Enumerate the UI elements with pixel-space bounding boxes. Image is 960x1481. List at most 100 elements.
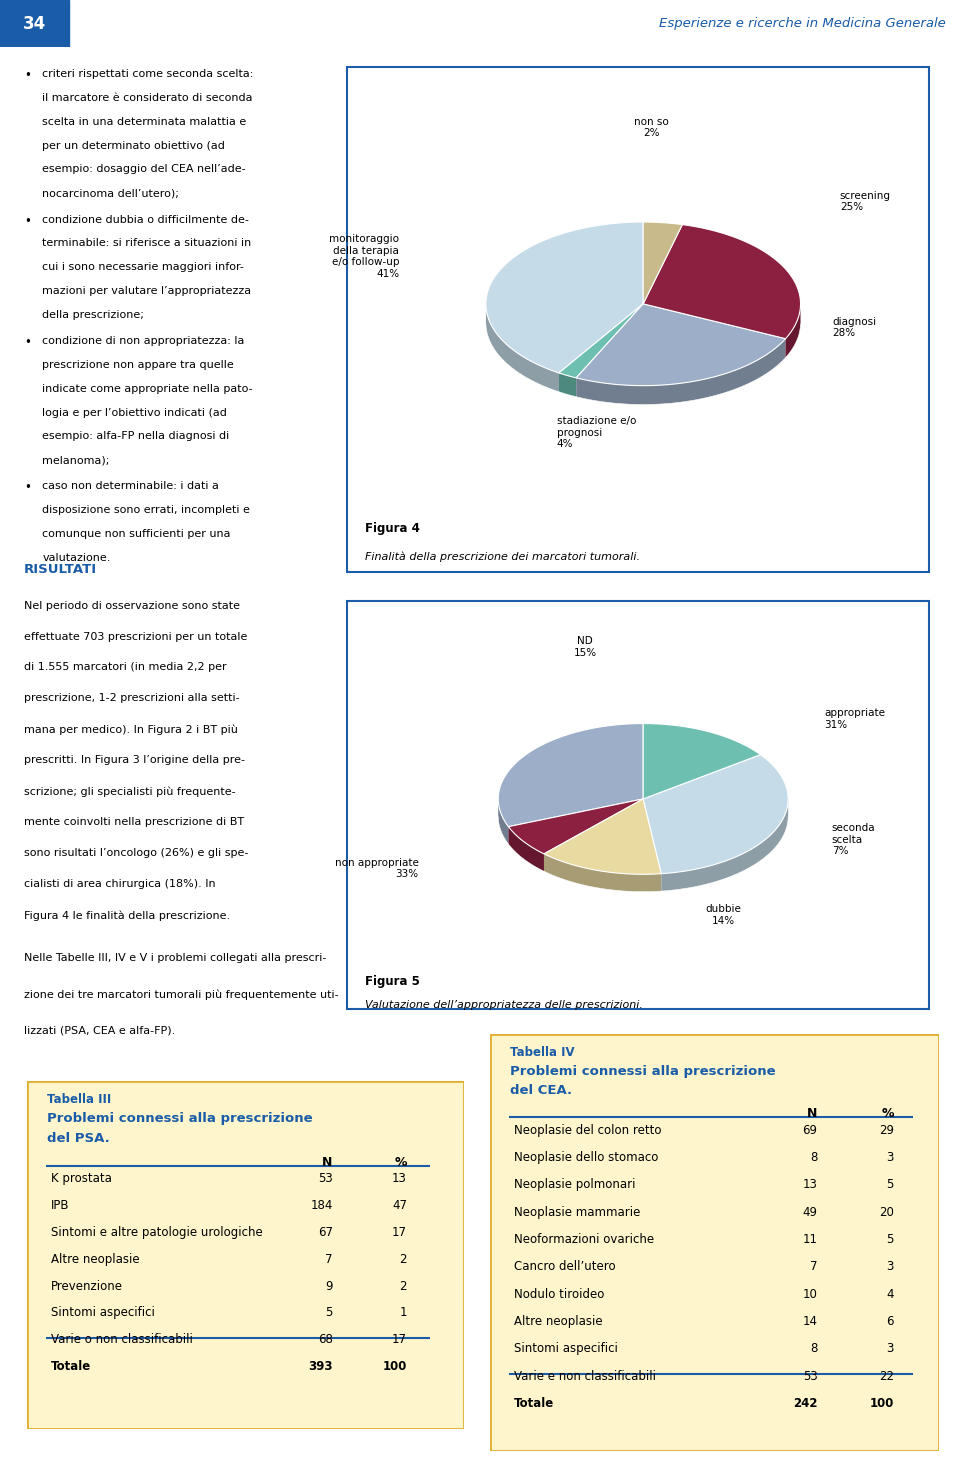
Text: 8: 8 [810,1151,818,1164]
Text: Problemi connessi alla prescrizione: Problemi connessi alla prescrizione [510,1065,776,1078]
Text: •: • [24,70,31,81]
Text: scrizione; gli specialisti più frequente-: scrizione; gli specialisti più frequente… [24,786,235,797]
Text: 22: 22 [879,1370,894,1383]
Text: del CEA.: del CEA. [510,1084,572,1097]
Text: 13: 13 [803,1179,818,1191]
Text: comunque non sufficienti per una: comunque non sufficienti per una [42,529,230,539]
Polygon shape [498,724,643,826]
Text: disposizione sono errati, incompleti e: disposizione sono errati, incompleti e [42,505,251,515]
Polygon shape [509,798,643,855]
Text: melanoma);: melanoma); [42,455,109,465]
Text: Neoplasie del colon retto: Neoplasie del colon retto [515,1124,661,1136]
Text: mana per medico). In Figura 2 i BT più: mana per medico). In Figura 2 i BT più [24,724,238,735]
Text: screening
25%: screening 25% [840,191,891,212]
Text: esempio: dosaggio del CEA nell’ade-: esempio: dosaggio del CEA nell’ade- [42,164,246,175]
Text: Varie e non classificabili: Varie e non classificabili [515,1370,657,1383]
Text: 7: 7 [810,1260,818,1274]
Text: 2: 2 [399,1280,407,1293]
Text: mazioni per valutare l’appropriatezza: mazioni per valutare l’appropriatezza [42,286,252,296]
Text: caso non determinabile: i dati a: caso non determinabile: i dati a [42,481,219,492]
Text: 13: 13 [392,1171,407,1185]
Text: monitoraggio
della terapia
e/o follow-up
41%: monitoraggio della terapia e/o follow-up… [329,234,399,278]
FancyBboxPatch shape [27,1081,464,1429]
Text: Figura 4 le finalità della prescrizione.: Figura 4 le finalità della prescrizione. [24,911,230,921]
Text: effettuate 703 prescrizioni per un totale: effettuate 703 prescrizioni per un total… [24,631,248,641]
Text: %: % [395,1157,407,1169]
Polygon shape [486,222,643,373]
Polygon shape [498,800,509,844]
Text: indicate come appropriate nella pato-: indicate come appropriate nella pato- [42,384,252,394]
Text: Nodulo tiroideo: Nodulo tiroideo [515,1287,605,1300]
Text: Altre neoplasie: Altre neoplasie [515,1315,603,1328]
Text: mente coinvolti nella prescrizione di BT: mente coinvolti nella prescrizione di BT [24,818,244,828]
Text: Varie o non classificabili: Varie o non classificabili [51,1333,193,1346]
Text: appropriate
31%: appropriate 31% [825,708,885,730]
Polygon shape [559,373,576,397]
Text: 17: 17 [392,1333,407,1346]
Text: Sintomi e altre patologie urologiche: Sintomi e altre patologie urologiche [51,1226,263,1238]
Text: 8: 8 [810,1342,818,1355]
Text: Nelle Tabelle III, IV e V i problemi collegati alla prescri-: Nelle Tabelle III, IV e V i problemi col… [24,952,326,963]
Text: esempio: alfa-FP nella diagnosi di: esempio: alfa-FP nella diagnosi di [42,431,229,441]
Text: della prescrizione;: della prescrizione; [42,310,144,320]
Text: 68: 68 [318,1333,333,1346]
Text: Cancro dell’utero: Cancro dell’utero [515,1260,616,1274]
Text: Totale: Totale [515,1397,555,1410]
FancyBboxPatch shape [347,601,928,1009]
Text: del PSA.: del PSA. [46,1131,109,1145]
Text: scelta in una determinata malattia e: scelta in una determinata malattia e [42,117,247,127]
Text: per un determinato obiettivo (ad: per un determinato obiettivo (ad [42,141,225,151]
Text: criteri rispettati come seconda scelta:: criteri rispettati come seconda scelta: [42,70,253,78]
Text: condizione di non appropriatezza: la: condizione di non appropriatezza: la [42,336,245,347]
Text: sono risultati l’oncologo (26%) e gli spe-: sono risultati l’oncologo (26%) e gli sp… [24,849,249,859]
Text: 184: 184 [310,1198,333,1211]
Text: Sintomi aspecifici: Sintomi aspecifici [51,1306,155,1320]
Text: 5: 5 [325,1306,333,1320]
Text: lizzati (PSA, CEA e alfa-FP).: lizzati (PSA, CEA e alfa-FP). [24,1026,176,1035]
Text: 3: 3 [887,1342,894,1355]
Text: non so
2%: non so 2% [634,117,668,138]
Text: prescrizione, 1-2 prescrizioni alla setti-: prescrizione, 1-2 prescrizioni alla sett… [24,693,240,703]
Polygon shape [509,826,544,871]
Text: Prevenzione: Prevenzione [51,1280,123,1293]
Text: 2: 2 [399,1253,407,1266]
Text: 3: 3 [887,1260,894,1274]
Text: dubbie
14%: dubbie 14% [705,903,741,926]
Text: Nel periodo di osservazione sono state: Nel periodo di osservazione sono state [24,601,240,610]
Text: il marcatore è considerato di seconda: il marcatore è considerato di seconda [42,93,252,104]
Text: Sintomi aspecifici: Sintomi aspecifici [515,1342,618,1355]
Text: 11: 11 [803,1232,818,1246]
Text: nocarcinoma dell’utero);: nocarcinoma dell’utero); [42,188,180,198]
Text: Tabella IV: Tabella IV [510,1046,574,1059]
Text: 34: 34 [23,15,46,33]
Text: •: • [24,215,31,228]
Polygon shape [643,755,788,874]
Text: stadiazione e/o
prognosi
4%: stadiazione e/o prognosi 4% [557,416,636,449]
Polygon shape [785,305,801,357]
Text: N: N [807,1106,818,1120]
Text: Problemi connessi alla prescrizione: Problemi connessi alla prescrizione [46,1112,312,1126]
Text: •: • [24,336,31,350]
Text: terminabile: si riferisce a situazioni in: terminabile: si riferisce a situazioni i… [42,238,252,249]
Text: N: N [323,1157,333,1169]
Text: 5: 5 [887,1179,894,1191]
Text: Esperienze e ricerche in Medicina Generale: Esperienze e ricerche in Medicina Genera… [659,18,946,30]
Text: 69: 69 [803,1124,818,1136]
Text: K prostata: K prostata [51,1171,111,1185]
Text: Finalità della prescrizione dei marcatori tumorali.: Finalità della prescrizione dei marcator… [365,551,639,561]
Text: Neoplasie dello stomaco: Neoplasie dello stomaco [515,1151,659,1164]
Text: cialisti di area chirurgica (18%). In: cialisti di area chirurgica (18%). In [24,880,216,889]
Text: cui i sono necessarie maggiori infor-: cui i sono necessarie maggiori infor- [42,262,244,273]
Text: 242: 242 [793,1397,818,1410]
Text: 100: 100 [382,1361,407,1373]
Polygon shape [643,225,801,339]
Text: diagnosi
28%: diagnosi 28% [832,317,876,338]
Text: prescritti. In Figura 3 l’origine della pre-: prescritti. In Figura 3 l’origine della … [24,755,245,766]
Text: logia e per l’obiettivo indicati (ad: logia e per l’obiettivo indicati (ad [42,407,228,418]
Polygon shape [643,222,683,304]
FancyBboxPatch shape [347,67,928,572]
Bar [0,0,69,47]
Text: Figura 4: Figura 4 [365,521,420,535]
Text: IPB: IPB [51,1198,69,1211]
Text: 67: 67 [318,1226,333,1238]
